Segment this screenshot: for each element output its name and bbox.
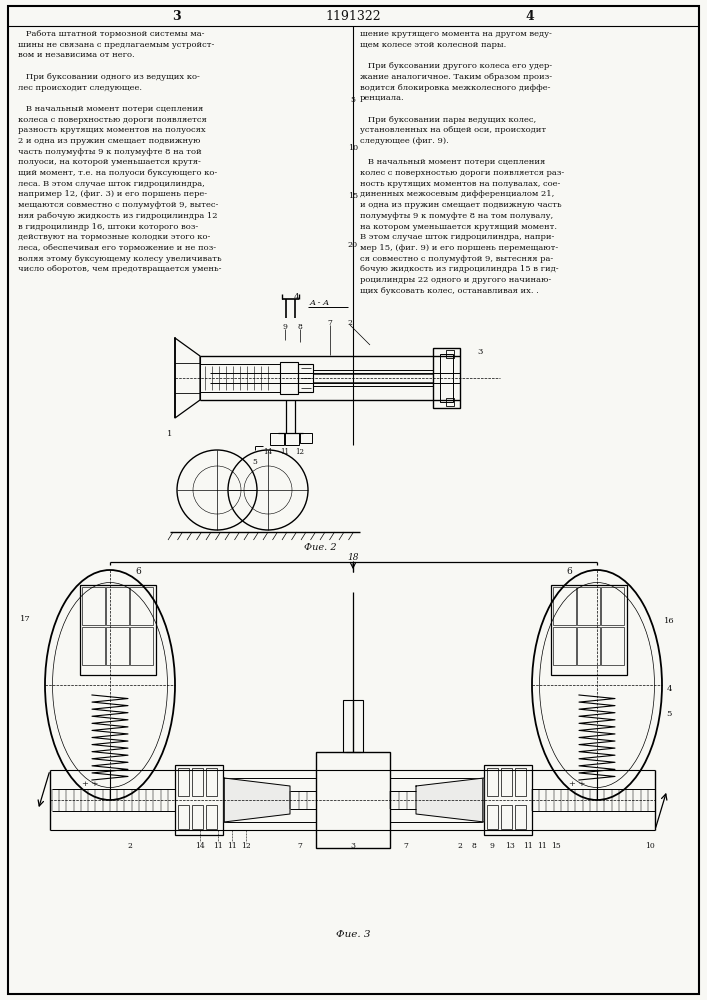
Text: 17: 17 [20, 615, 30, 623]
Bar [130, 587, 153, 625]
Bar [206, 768, 217, 796]
Bar [298, 364, 313, 392]
Bar [80, 585, 156, 675]
Bar [300, 433, 312, 443]
Text: 18: 18 [347, 553, 358, 562]
Bar [601, 627, 624, 665]
Text: 6: 6 [566, 567, 572, 576]
Bar [82, 587, 105, 625]
Bar [200, 364, 280, 392]
Polygon shape [224, 778, 290, 822]
Bar [206, 805, 217, 829]
Text: 1: 1 [168, 430, 173, 438]
Text: 5: 5 [351, 96, 356, 104]
Bar [484, 765, 532, 835]
Bar [577, 627, 600, 665]
Text: шение крутящего момента на другом веду-
щем колесе этой колесной пары.

   При б: шение крутящего момента на другом веду- … [360, 30, 564, 295]
Text: 13: 13 [505, 842, 515, 850]
Bar [553, 587, 576, 625]
Text: 4: 4 [525, 10, 534, 23]
Text: 15: 15 [348, 192, 358, 200]
Polygon shape [416, 778, 484, 822]
Bar [316, 752, 390, 848]
Bar [106, 587, 129, 625]
Bar [601, 587, 624, 625]
Bar [82, 627, 105, 665]
Text: 8: 8 [472, 842, 477, 850]
Text: 9: 9 [489, 842, 494, 850]
Bar [130, 627, 153, 665]
Text: 14: 14 [264, 448, 272, 456]
Text: 7: 7 [298, 842, 303, 850]
Text: + +: + + [82, 780, 98, 788]
Text: 16: 16 [664, 617, 674, 625]
Text: 14: 14 [195, 842, 205, 850]
Bar [440, 354, 453, 402]
Bar [487, 768, 498, 796]
Text: + +: + + [569, 780, 585, 788]
Bar [192, 805, 203, 829]
Text: 1191322: 1191322 [325, 10, 381, 23]
Text: 6: 6 [135, 567, 141, 576]
Text: 10: 10 [348, 144, 358, 152]
Bar [285, 433, 299, 445]
Text: 5: 5 [252, 458, 257, 466]
Bar [433, 348, 460, 408]
Text: 7: 7 [327, 319, 332, 327]
Bar [390, 778, 482, 822]
Text: 11: 11 [227, 842, 237, 850]
Text: 3: 3 [477, 348, 483, 356]
Bar [501, 805, 512, 829]
Text: 8: 8 [298, 323, 303, 331]
Bar [178, 805, 189, 829]
Bar [178, 768, 189, 796]
Text: 10: 10 [645, 842, 655, 850]
Text: 4: 4 [293, 293, 299, 301]
Bar [515, 805, 526, 829]
Bar [487, 805, 498, 829]
Bar [106, 627, 129, 665]
Bar [446, 350, 454, 358]
Bar [280, 362, 298, 394]
Text: 3: 3 [351, 842, 356, 850]
Bar [501, 768, 512, 796]
Text: 12: 12 [241, 842, 251, 850]
Bar [313, 370, 433, 386]
Text: 7: 7 [404, 842, 409, 850]
Bar [175, 765, 223, 835]
Text: Работа штатной тормозной системы ма-
шины не связана с предлагаемым устройст-
во: Работа штатной тормозной системы ма- шин… [18, 30, 221, 273]
Text: 11: 11 [537, 842, 547, 850]
Bar [446, 398, 454, 406]
Text: Фие. 3: Фие. 3 [336, 930, 370, 939]
Bar [270, 433, 284, 445]
Bar [224, 778, 316, 822]
Text: 4: 4 [666, 685, 672, 693]
Text: 2: 2 [457, 842, 462, 850]
Bar [577, 587, 600, 625]
Text: A - A: A - A [310, 299, 330, 307]
Bar [515, 768, 526, 796]
Text: 9: 9 [283, 323, 288, 331]
Text: 20: 20 [348, 241, 358, 249]
Bar [192, 768, 203, 796]
Bar [551, 585, 627, 675]
Bar [553, 627, 576, 665]
Text: 3: 3 [172, 10, 180, 23]
Text: 12: 12 [296, 448, 305, 456]
Bar [343, 700, 363, 752]
Text: 11: 11 [213, 842, 223, 850]
Text: 11: 11 [523, 842, 533, 850]
Text: Фие. 2: Фие. 2 [304, 543, 337, 552]
Text: 15: 15 [551, 842, 561, 850]
Text: 5: 5 [666, 710, 672, 718]
Text: 2: 2 [127, 842, 132, 850]
Text: 2: 2 [348, 319, 352, 327]
Text: 11: 11 [281, 448, 289, 456]
